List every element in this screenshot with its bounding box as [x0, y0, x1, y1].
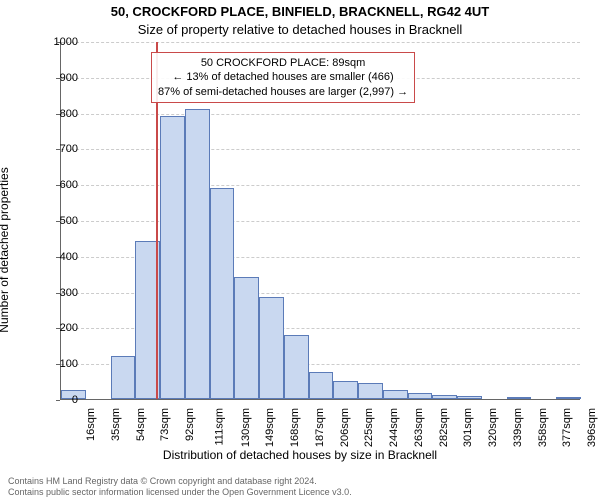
x-tick-label: 225sqm: [364, 408, 376, 447]
x-tick-label: 92sqm: [184, 408, 196, 441]
histogram-bar: [259, 297, 284, 399]
x-tick-label: 16sqm: [85, 408, 97, 441]
y-tick-mark: [56, 185, 60, 186]
x-tick-label: 377sqm: [562, 408, 574, 447]
annotation-line: 87% of semi-detached houses are larger (…: [158, 85, 408, 99]
histogram-bar: [507, 397, 532, 399]
x-tick-label: 187sqm: [314, 408, 326, 447]
gridline: [61, 114, 580, 115]
histogram-bar: [111, 356, 136, 399]
footer-line1: Contains HM Land Registry data © Crown c…: [8, 476, 352, 487]
chart-title: 50, CROCKFORD PLACE, BINFIELD, BRACKNELL…: [0, 4, 600, 19]
y-tick-label: 100: [42, 358, 78, 370]
y-tick-mark: [56, 78, 60, 79]
y-tick-mark: [56, 328, 60, 329]
histogram-bar: [309, 372, 334, 399]
y-axis-label: Number of detached properties: [0, 167, 11, 332]
gridline: [61, 221, 580, 222]
footer-attribution: Contains HM Land Registry data © Crown c…: [8, 476, 352, 498]
y-tick-label: 1000: [42, 36, 78, 48]
x-tick-label: 244sqm: [388, 408, 400, 447]
x-tick-label: 130sqm: [240, 408, 252, 447]
histogram-bar: [234, 277, 259, 399]
histogram-bar: [284, 335, 309, 399]
histogram-bar: [160, 116, 185, 399]
x-axis-label: Distribution of detached houses by size …: [0, 448, 600, 462]
chart-container: 50, CROCKFORD PLACE, BINFIELD, BRACKNELL…: [0, 0, 600, 500]
y-tick-label: 0: [42, 394, 78, 406]
annotation-line: ← 13% of detached houses are smaller (46…: [158, 70, 408, 84]
annotation-line: 50 CROCKFORD PLACE: 89sqm: [158, 56, 408, 70]
y-tick-mark: [56, 364, 60, 365]
histogram-bar: [408, 393, 433, 399]
x-tick-label: 396sqm: [586, 408, 598, 447]
histogram-bar: [383, 390, 408, 399]
y-tick-label: 700: [42, 143, 78, 155]
x-tick-label: 168sqm: [289, 408, 301, 447]
y-tick-mark: [56, 221, 60, 222]
y-tick-mark: [56, 293, 60, 294]
histogram-bar: [432, 395, 457, 399]
x-tick-label: 149sqm: [264, 408, 276, 447]
y-tick-label: 400: [42, 251, 78, 263]
y-tick-label: 300: [42, 287, 78, 299]
x-tick-label: 339sqm: [512, 408, 524, 447]
y-tick-mark: [56, 149, 60, 150]
gridline: [61, 42, 580, 43]
y-tick-mark: [56, 114, 60, 115]
histogram-bar: [333, 381, 358, 399]
y-tick-label: 200: [42, 322, 78, 334]
histogram-bar: [457, 396, 482, 399]
y-tick-mark: [56, 42, 60, 43]
y-tick-label: 800: [42, 108, 78, 120]
histogram-bar: [556, 397, 581, 399]
x-tick-label: 282sqm: [438, 408, 450, 447]
plot-area: 50 CROCKFORD PLACE: 89sqm← 13% of detach…: [60, 42, 580, 400]
y-tick-label: 900: [42, 72, 78, 84]
annotation-box: 50 CROCKFORD PLACE: 89sqm← 13% of detach…: [151, 52, 415, 103]
x-tick-label: 35sqm: [110, 408, 122, 441]
histogram-bar: [210, 188, 235, 399]
chart-subtitle: Size of property relative to detached ho…: [0, 22, 600, 37]
footer-line2: Contains public sector information licen…: [8, 487, 352, 498]
x-tick-label: 111sqm: [213, 408, 225, 446]
y-tick-label: 600: [42, 179, 78, 191]
x-tick-label: 206sqm: [339, 408, 351, 447]
gridline: [61, 185, 580, 186]
x-tick-label: 320sqm: [487, 408, 499, 447]
x-tick-label: 358sqm: [537, 408, 549, 447]
y-tick-mark: [56, 257, 60, 258]
x-tick-label: 73sqm: [159, 408, 171, 441]
histogram-bar: [358, 383, 383, 399]
y-tick-label: 500: [42, 215, 78, 227]
y-tick-mark: [56, 400, 60, 401]
histogram-bar: [185, 109, 210, 399]
x-tick-label: 263sqm: [413, 408, 425, 447]
gridline: [61, 149, 580, 150]
x-tick-label: 301sqm: [463, 408, 475, 447]
x-tick-label: 54sqm: [135, 408, 147, 441]
